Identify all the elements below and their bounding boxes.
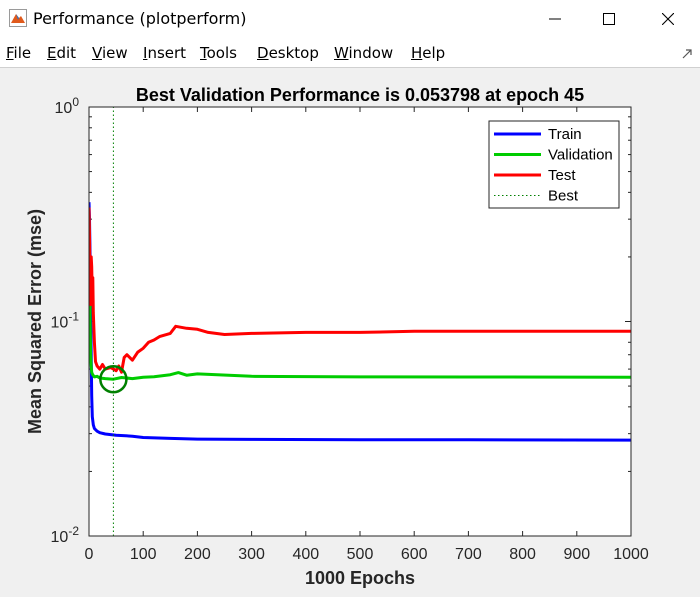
x-tick-label: 700 [455, 546, 482, 563]
menu-tools[interactable]: Tools [200, 44, 237, 62]
window-titlebar: Performance (plotperform) [0, 0, 700, 38]
x-tick-label: 900 [563, 546, 590, 563]
x-axis-label: 1000 Epochs [305, 568, 415, 588]
y-tick-base: 10 [51, 315, 69, 332]
x-tick-label: 500 [347, 546, 374, 563]
axes-box [88, 106, 632, 537]
x-tick-label: 600 [401, 546, 428, 563]
y-tick-exponent: -1 [68, 310, 79, 324]
x-tick-label: 100 [130, 546, 157, 563]
menu-accelerator-key: W [334, 44, 349, 62]
performance-chart: Best Validation Performance is 0.053798 … [25, 85, 649, 588]
legend-label-test: Test [548, 167, 576, 184]
legend-label-best: Best [548, 188, 579, 205]
menu-file[interactable]: File [6, 44, 32, 62]
window-title: Performance (plotperform) [33, 9, 247, 28]
series-line-test [89, 207, 631, 374]
legend-label-train: Train [548, 126, 582, 143]
y-tick-base: 10 [51, 529, 69, 546]
menu-desktop[interactable]: Desktop [257, 44, 319, 62]
y-tick-label: 10-2 [51, 524, 80, 546]
menu-edit[interactable]: Edit [47, 44, 77, 62]
x-tick-label: 1000 [613, 546, 649, 563]
y-tick-exponent: 0 [72, 95, 79, 109]
menu-insert[interactable]: Insert [143, 44, 187, 62]
menu-accelerator-key: T [200, 44, 207, 62]
dock-arrow-icon[interactable] [682, 49, 692, 59]
x-tick-label: 300 [238, 546, 265, 563]
menu-window[interactable]: Window [334, 44, 394, 62]
y-tick-base: 10 [55, 100, 73, 117]
menu-accelerator-key: D [257, 44, 269, 62]
y-axis-label: Mean Squared Error (mse) [25, 209, 45, 434]
x-tick-label: 0 [85, 546, 94, 563]
maximize-button[interactable] [586, 0, 632, 38]
y-tick-label: 10-1 [51, 310, 80, 332]
chart-title: Best Validation Performance is 0.053798 … [136, 85, 584, 105]
y-tick-label: 100 [55, 95, 80, 117]
close-button[interactable] [645, 0, 691, 38]
menu-bar: File Edit View Insert Tools Desktop Window Help [0, 38, 700, 68]
matlab-figure-icon [9, 9, 27, 27]
menu-accelerator-key: V [92, 44, 102, 62]
maximize-icon [603, 13, 615, 25]
menu-accelerator-key: F [6, 44, 14, 62]
close-icon [662, 13, 674, 25]
menu-view[interactable]: View [92, 44, 128, 62]
minimize-button[interactable] [532, 0, 578, 38]
menu-help[interactable]: Help [411, 44, 446, 62]
x-tick-label: 800 [509, 546, 536, 563]
legend-label-validation: Validation [548, 147, 613, 164]
menu-accelerator-key: I [143, 44, 148, 62]
y-tick-exponent: -2 [68, 524, 79, 538]
x-tick-label: 200 [184, 546, 211, 563]
x-tick-label: 400 [292, 546, 319, 563]
best-point-marker [99, 365, 128, 394]
menu-accelerator-key: H [411, 44, 423, 62]
menu-accelerator-key: E [47, 44, 57, 62]
minimize-icon [549, 18, 561, 20]
figure-area: Best Validation Performance is 0.053798 … [0, 68, 700, 592]
